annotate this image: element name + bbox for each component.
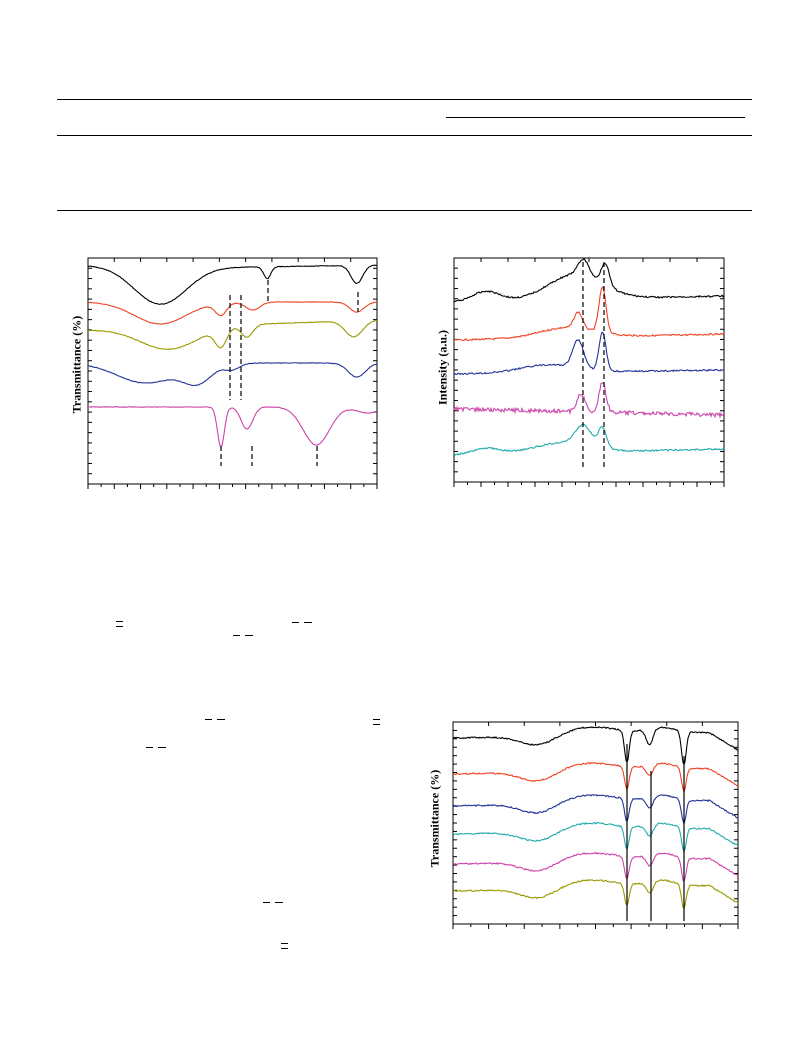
xrd-series-4 [453, 423, 725, 456]
ftir-y-axis-label: Transmittance (%) [69, 315, 84, 414]
ftir-series-1 [87, 301, 378, 325]
xrd-chart-svg [453, 257, 725, 487]
dashed-bond-mark [233, 635, 253, 636]
dashed-bond-mark [205, 719, 225, 720]
plot-frame [87, 257, 378, 485]
ftir-chart: Transmittance (%) [60, 250, 390, 500]
dashed-bond-mark [146, 747, 166, 748]
double-bond-mark [281, 943, 288, 949]
xrd-series-2 [453, 331, 725, 376]
ftir-chart-svg [87, 257, 378, 489]
double-bond-mark [373, 719, 380, 725]
xrd-y-axis-label: Intensity (a.u.) [435, 330, 450, 406]
ftir2-series-0 [452, 726, 739, 767]
double-bond-mark [116, 621, 123, 627]
ftir2-series-3 [452, 821, 739, 854]
xrd-series-1 [453, 286, 725, 342]
ftir2-series-5 [452, 878, 739, 910]
table-group-rule [446, 117, 745, 118]
xrd-chart: Intensity (a.u.) [430, 250, 740, 500]
xrd-series-3 [453, 382, 725, 419]
ftir2-series-4 [452, 851, 739, 883]
ftir-series-3 [87, 362, 378, 387]
table-header-rule [57, 135, 752, 136]
xrd-series-0 [453, 257, 725, 303]
ftir2-chart: Transmittance (%) [425, 716, 755, 946]
ftir-series-2 [87, 320, 378, 351]
dashed-bond-mark [263, 902, 283, 903]
table-bottom-rule [57, 210, 752, 211]
ftir2-y-axis-label: Transmittance (%) [427, 769, 442, 868]
ftir-series-4 [87, 406, 378, 448]
dashed-bond-mark [292, 622, 312, 623]
ftir2-series-2 [452, 794, 739, 826]
ftir-series-0 [87, 264, 377, 305]
table-top-rule [57, 99, 752, 100]
ftir2-chart-svg [452, 721, 739, 929]
ftir2-series-1 [452, 761, 739, 794]
